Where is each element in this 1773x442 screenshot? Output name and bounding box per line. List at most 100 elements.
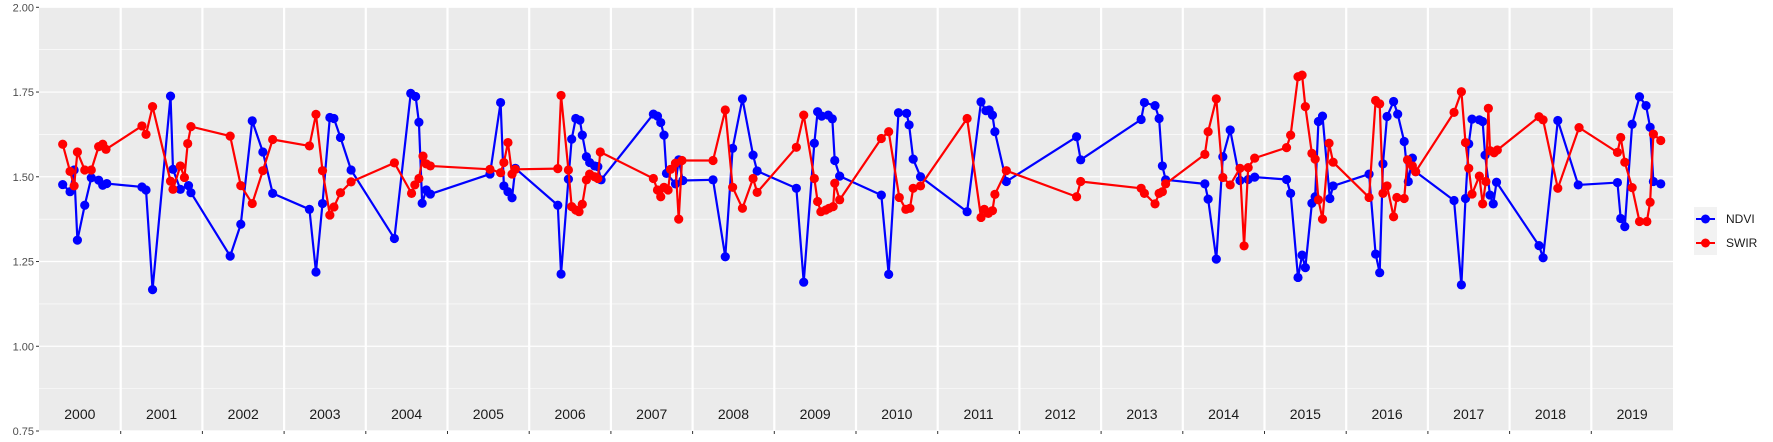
year-label: 2019 — [1617, 406, 1648, 422]
year-label: 2009 — [800, 406, 831, 422]
ndvi-point — [311, 267, 321, 277]
x-axis — [120, 431, 1592, 434]
ndvi-point — [425, 189, 435, 199]
ndvi-point — [835, 171, 845, 181]
swir-point — [876, 133, 886, 144]
ndvi-point — [58, 179, 68, 190]
swir-point — [813, 196, 823, 207]
ndvi-point — [1634, 92, 1645, 102]
swir-point — [1574, 123, 1584, 133]
swir-point — [186, 122, 196, 132]
swir-point — [720, 105, 730, 115]
swir-point — [1297, 70, 1307, 80]
swir-point — [1492, 145, 1502, 155]
year-label: 2006 — [554, 406, 585, 422]
ndvi-point — [1250, 172, 1260, 182]
swir-point — [414, 173, 424, 184]
swir-point — [593, 173, 603, 184]
ndvi-point — [1620, 222, 1630, 232]
ndvi-point — [1364, 169, 1374, 179]
year-label: 2004 — [391, 406, 422, 422]
ndvi-point — [1300, 263, 1310, 273]
ndvi-point — [1154, 113, 1164, 124]
swir-point — [1553, 183, 1563, 193]
swir-point — [677, 155, 687, 166]
ndvi-point — [236, 219, 246, 229]
swir-point — [165, 176, 176, 186]
swir-point — [1286, 130, 1296, 140]
ndvi-point — [976, 97, 986, 107]
swir-point — [1203, 127, 1213, 137]
swir-point — [1399, 193, 1409, 204]
ndvi-point — [791, 183, 801, 193]
ndvi-point — [183, 180, 194, 191]
y-tick-label: 1.00 — [13, 341, 34, 353]
swir-point — [1460, 137, 1471, 148]
swir-point — [335, 188, 346, 198]
swir-point — [58, 139, 68, 149]
swir-point — [665, 164, 676, 174]
ndvi-point — [102, 178, 112, 189]
swir-point — [1478, 199, 1488, 209]
swir-point — [884, 127, 894, 137]
ndvi-point — [1627, 119, 1637, 129]
ndvi-point — [1076, 155, 1086, 165]
ndvi-point — [987, 110, 998, 120]
year-label: 2001 — [146, 406, 177, 422]
swir-point — [499, 157, 509, 168]
swir-point — [1411, 167, 1421, 177]
ndvi-point — [329, 113, 339, 124]
swir-point — [799, 110, 809, 120]
swir-point — [1375, 99, 1385, 109]
ndvi-point — [247, 116, 257, 126]
ndvi-point — [1573, 180, 1583, 190]
ndvi-point — [417, 198, 427, 208]
y-tick-label: 1.50 — [13, 172, 34, 184]
ndvi-point — [902, 108, 912, 118]
ndvi-point — [414, 117, 424, 127]
swir-point — [141, 129, 151, 140]
ndvi-point — [748, 150, 758, 160]
swir-point — [346, 177, 356, 187]
swir-point — [389, 158, 399, 168]
ndvi-point — [577, 130, 587, 140]
ndvi-point — [556, 269, 566, 279]
ndvi-point — [575, 115, 585, 125]
year-label: 2000 — [64, 406, 95, 422]
ndvi-point — [1157, 161, 1167, 171]
year-label: 2012 — [1045, 406, 1076, 422]
swir-point — [183, 138, 193, 149]
legend-point-swir — [1701, 238, 1710, 248]
ndvi-point — [1225, 125, 1235, 135]
swir-point — [1449, 107, 1459, 117]
ndvi-point — [1375, 268, 1385, 278]
year-label: 2008 — [718, 406, 749, 422]
swir-point — [915, 181, 926, 191]
ndvi-point — [553, 200, 563, 210]
ndvi-point — [1456, 280, 1466, 290]
ndvi-point — [168, 164, 178, 174]
ndvi-point — [304, 204, 315, 214]
year-label: 2013 — [1126, 406, 1157, 422]
ndvi-point — [1281, 174, 1292, 185]
swir-point — [663, 185, 673, 195]
swir-point — [1161, 179, 1171, 189]
ndvi-point — [1286, 188, 1296, 198]
swir-point — [595, 147, 605, 157]
swir-point — [1392, 192, 1402, 203]
ndvi-point — [175, 184, 185, 194]
swir-point — [69, 181, 79, 191]
ndvi-point — [567, 134, 577, 144]
ndvi-point — [1538, 253, 1548, 263]
swir-point — [1150, 199, 1160, 209]
y-tick-label: 0.75 — [13, 426, 34, 438]
swir-point — [268, 134, 278, 145]
swir-point — [72, 147, 82, 157]
ndvi-point — [708, 175, 718, 185]
swir-point — [236, 180, 246, 191]
ndvi-point — [389, 233, 399, 244]
swir-point — [1235, 163, 1245, 173]
swir-point — [1474, 171, 1484, 181]
swir-point — [809, 173, 819, 184]
ndvi-point — [1485, 190, 1495, 200]
